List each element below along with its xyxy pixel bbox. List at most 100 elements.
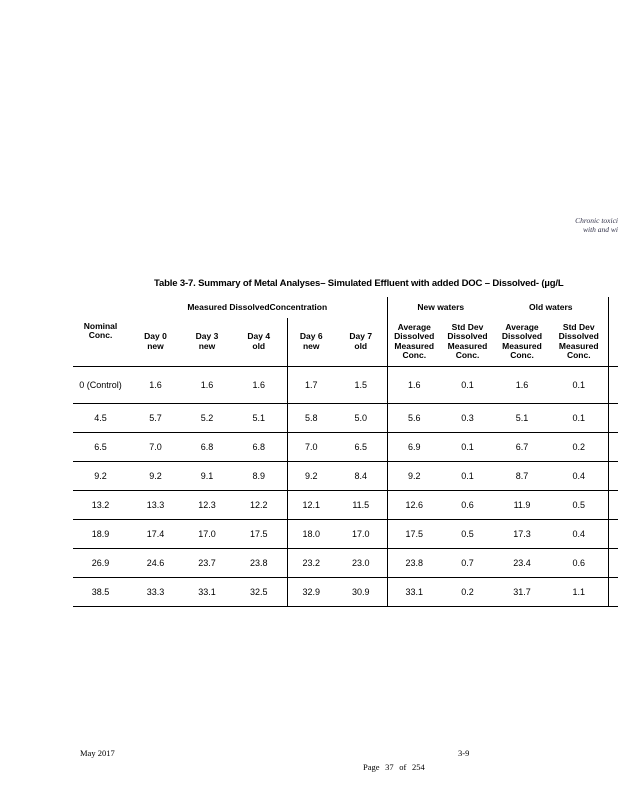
table-cell: 6.8 [231, 432, 288, 462]
table-cell: 5.8 [287, 403, 335, 433]
table-body: 0 (Control) 1.6 1.6 1.6 1.7 1.5 1.6 0.1 1.6 0.1 4.… [73, 366, 618, 607]
nominal-conc-cell: 18.9 [73, 519, 128, 549]
table-cell: 8.4 [335, 461, 388, 491]
table-cell: 9.2 [387, 461, 441, 491]
column-header-avg-old: Average Dissolved Measured Conc. [494, 318, 550, 367]
column-header-avg-new: Average Dissolved Measured Conc. [387, 318, 441, 367]
table-row: 0 (Control) 1.6 1.6 1.6 1.7 1.5 1.6 0.1 1.6 0.1 [73, 366, 618, 404]
nominal-conc-cell: 13.2 [73, 490, 128, 520]
footer-section-page: 3-9 [458, 748, 470, 758]
column-header-day0: Day 0 new [128, 318, 183, 367]
table-cell: 1.6 [231, 366, 288, 404]
table-row: 9.2 9.2 9.1 8.9 9.2 8.4 9.2 0.1 8.7 0.4 [73, 461, 618, 491]
table-cell: 6.7 [494, 432, 550, 462]
group-header-measured: Measured DissolvedConcentration [128, 297, 388, 318]
table-cell: 0.2 [550, 432, 609, 462]
table-cell [608, 432, 618, 462]
table-cell: 33.1 [387, 577, 441, 607]
table-cell: 5.1 [494, 403, 550, 433]
table-row: 6.5 7.0 6.8 6.8 7.0 6.5 6.9 0.1 6.7 0.2 [73, 432, 618, 462]
table-cell: 6.8 [183, 432, 231, 462]
table-cell: 0.5 [441, 519, 494, 549]
table-cell: 5.7 [128, 403, 183, 433]
table-cell: 0.2 [441, 577, 494, 607]
table-cell: 24.6 [128, 548, 183, 578]
table-row: 38.5 33.3 33.1 32.5 32.9 30.9 33.1 0.2 31.7 1.1 [73, 577, 618, 607]
table-cell: 23.8 [231, 548, 288, 578]
nominal-conc-cell: 0 (Control) [73, 366, 128, 404]
column-header-day4: Day 4 old [231, 318, 288, 367]
table-cell: 7.0 [128, 432, 183, 462]
table-cell: 12.2 [231, 490, 288, 520]
table-cell: 11.9 [494, 490, 550, 520]
table-cell: 0.6 [441, 490, 494, 520]
table-cell: 17.4 [128, 519, 183, 549]
table-cell: 0.3 [441, 403, 494, 433]
table-cell: 1.6 [128, 366, 183, 404]
group-header-old-waters: Old waters [494, 297, 609, 318]
table-cell: 23.7 [183, 548, 231, 578]
nominal-conc-cell: 26.9 [73, 548, 128, 578]
table-cell: 5.6 [387, 403, 441, 433]
table-cell: 6.9 [387, 432, 441, 462]
footer-page-indicator: Page 37 of 254 [363, 762, 425, 772]
table-cell: 17.5 [231, 519, 288, 549]
header-note: Chronic toxici with and wi [575, 216, 618, 234]
column-header-std-new: Std Dev Dissolved Measured Conc. [441, 318, 494, 367]
table-row: 4.5 5.7 5.2 5.1 5.8 5.0 5.6 0.3 5.1 0.1 [73, 403, 618, 433]
table-cell: 0.6 [550, 548, 609, 578]
table-cell: 0.1 [550, 366, 609, 404]
table-cell: 0.5 [550, 490, 609, 520]
table-cell: 17.0 [335, 519, 388, 549]
table-cell: 23.2 [287, 548, 335, 578]
table-cell: 12.3 [183, 490, 231, 520]
table-cell [608, 548, 618, 578]
nominal-conc-cell: 4.5 [73, 403, 128, 433]
table-cell: 9.1 [183, 461, 231, 491]
table-cell: 30.9 [335, 577, 388, 607]
group-header-row: Nominal Conc. Measured DissolvedConcentr… [73, 297, 618, 367]
table-row: 13.2 13.3 12.3 12.2 12.1 11.5 12.6 0.6 11.9 0.5 [73, 490, 618, 520]
table-cell: 0.1 [441, 461, 494, 491]
table-title: Table 3-7. Summary of Metal Analyses– Si… [154, 278, 564, 289]
table-cell: 23.4 [494, 548, 550, 578]
table-cell: 32.5 [231, 577, 288, 607]
table-cell: 0.1 [441, 366, 494, 404]
table-row: 18.9 17.4 17.0 17.5 18.0 17.0 17.5 0.5 17.3 0.4 [73, 519, 618, 549]
table-cell [608, 577, 618, 607]
table-cell: 5.0 [335, 403, 388, 433]
table-cell: 23.8 [387, 548, 441, 578]
group-header-new-waters: New waters [417, 301, 465, 312]
table-cell: 31.7 [494, 577, 550, 607]
table-cell [608, 403, 618, 433]
table-cell: 17.0 [183, 519, 231, 549]
table-cell: 12.6 [387, 490, 441, 520]
nominal-conc-cell: 9.2 [73, 461, 128, 491]
table-cell: 5.2 [183, 403, 231, 433]
table-cell: 17.3 [494, 519, 550, 549]
table-cell: 9.2 [287, 461, 335, 491]
column-header-std-old: Std Dev Dissolved Measured Conc. [550, 318, 609, 367]
header-note-line1: Chronic toxici [575, 216, 618, 225]
header-note-line2: with and wi [582, 225, 618, 234]
column-header-day3: Day 3 new [183, 318, 231, 367]
nominal-conc-cell: 6.5 [73, 432, 128, 462]
column-header-day7: Day 7 old [335, 318, 388, 367]
table-cell: 1.6 [183, 366, 231, 404]
table-cell: 13.3 [128, 490, 183, 520]
table-cell: 1.1 [550, 577, 609, 607]
table-cell: 0.4 [550, 519, 609, 549]
table-cell: 12.1 [287, 490, 335, 520]
nominal-conc-cell: 38.5 [73, 577, 128, 607]
table-cell: 8.9 [231, 461, 288, 491]
table-cell: 17.5 [387, 519, 441, 549]
table-cell: 23.0 [335, 548, 388, 578]
table-cell: 1.5 [335, 366, 388, 404]
table-cell: 33.1 [183, 577, 231, 607]
table-cell [608, 490, 618, 520]
column-header-day6: Day 6 new [287, 318, 335, 367]
footer-date: May 2017 [80, 748, 115, 758]
table-cell: 9.2 [128, 461, 183, 491]
table-cell: 0.4 [550, 461, 609, 491]
